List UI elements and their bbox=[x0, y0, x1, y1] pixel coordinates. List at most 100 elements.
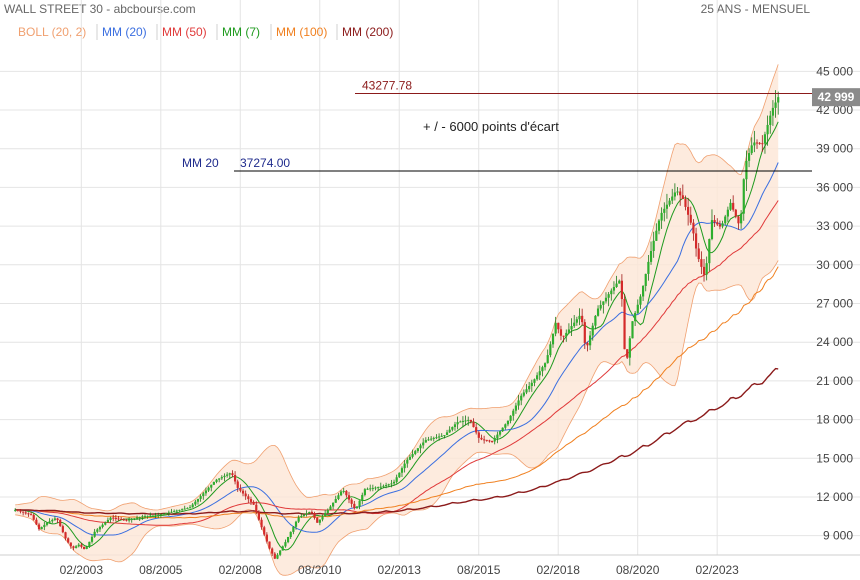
candle-body bbox=[98, 527, 102, 530]
candle-body bbox=[581, 315, 584, 323]
legend-item[interactable]: BOLL (20, 2) bbox=[18, 25, 86, 39]
x-tick-label: 02/2003 bbox=[60, 563, 104, 577]
candle-body bbox=[255, 504, 258, 513]
candle-body bbox=[212, 481, 215, 485]
candle-body bbox=[631, 321, 634, 339]
y-tick-label: 27 000 bbox=[816, 297, 853, 311]
candle-body bbox=[461, 420, 465, 422]
candle-body bbox=[755, 142, 759, 144]
candle-body bbox=[620, 280, 623, 300]
candle-body bbox=[14, 509, 17, 511]
candle-body bbox=[271, 548, 274, 554]
candle-body bbox=[557, 322, 560, 330]
candle-body bbox=[178, 509, 181, 511]
y-tick-label: 12 000 bbox=[816, 490, 853, 504]
candle-body bbox=[276, 554, 279, 559]
candle-body bbox=[453, 424, 457, 427]
legend-item[interactable]: MM (200) bbox=[342, 25, 393, 39]
candle-body bbox=[157, 515, 160, 517]
y-axis: 45 000 42 000 39 000 36 000 33 000 30 000 27 0… bbox=[812, 64, 860, 543]
candle-body bbox=[109, 517, 112, 520]
y-tick-label: 21 000 bbox=[816, 374, 853, 388]
candle-body bbox=[559, 329, 563, 336]
candle-body bbox=[308, 511, 311, 514]
mm20-level-prefix: MM 20 bbox=[182, 156, 219, 170]
candle-body bbox=[424, 440, 427, 443]
candle-body bbox=[573, 322, 576, 327]
candle-body bbox=[358, 500, 361, 507]
y-tick-label: 24 000 bbox=[816, 335, 853, 349]
candle-body bbox=[551, 333, 555, 345]
candle-body bbox=[763, 134, 767, 144]
candle-body bbox=[451, 426, 454, 430]
candle-body bbox=[467, 419, 470, 421]
candle-body bbox=[149, 515, 152, 517]
candle-body bbox=[679, 191, 682, 196]
candle-body bbox=[427, 439, 430, 441]
candle-body bbox=[612, 287, 616, 291]
candle-body bbox=[737, 216, 740, 224]
legend-item[interactable]: MM (50) bbox=[162, 25, 207, 39]
candle-body bbox=[226, 474, 229, 476]
candle-body bbox=[729, 202, 732, 210]
candle-body bbox=[167, 512, 170, 514]
candle-body bbox=[522, 392, 525, 396]
candle-body bbox=[512, 410, 515, 416]
candle-body bbox=[694, 233, 698, 249]
candle-body bbox=[122, 519, 125, 521]
candle-body bbox=[692, 222, 695, 234]
candle-body bbox=[687, 206, 690, 215]
candle-body bbox=[517, 400, 520, 406]
candle-body bbox=[268, 541, 271, 549]
candle-body bbox=[506, 420, 510, 425]
candle-body bbox=[284, 542, 287, 547]
candle-body bbox=[300, 515, 303, 518]
candle-body bbox=[286, 536, 290, 543]
candle-body bbox=[493, 438, 496, 442]
candle-body bbox=[48, 521, 51, 523]
candle-body bbox=[501, 427, 504, 432]
candle-body bbox=[445, 432, 449, 436]
candle-body bbox=[750, 145, 753, 154]
bollinger-fill bbox=[15, 64, 779, 576]
legend-item[interactable]: MM (20) bbox=[102, 25, 147, 39]
candle-body bbox=[75, 546, 78, 548]
candle-body bbox=[151, 515, 155, 517]
candle-body bbox=[350, 499, 353, 504]
candle-body bbox=[414, 451, 417, 454]
candle-body bbox=[40, 527, 43, 530]
candle-body bbox=[133, 518, 136, 520]
candle-body bbox=[183, 508, 186, 510]
candle-body bbox=[263, 527, 266, 535]
candle-body bbox=[326, 509, 329, 514]
resistance-label: 43277.78 bbox=[362, 79, 412, 93]
y-tick-label: 15 000 bbox=[816, 451, 853, 465]
mm20-level-label: 37274.00 bbox=[240, 156, 290, 170]
candle-body bbox=[138, 516, 141, 518]
candle-body bbox=[546, 355, 549, 364]
candle-body bbox=[485, 439, 488, 441]
candle-body bbox=[588, 335, 592, 346]
legend-item[interactable]: MM (7) bbox=[222, 25, 260, 39]
candle-body bbox=[628, 338, 631, 358]
y-tick-label: 42 000 bbox=[816, 103, 853, 117]
candle-body bbox=[771, 107, 775, 116]
candle-body bbox=[403, 463, 406, 469]
candle-body bbox=[204, 490, 208, 494]
candle-body bbox=[191, 504, 194, 508]
candle-body bbox=[647, 261, 650, 274]
legend-item[interactable]: MM (100) bbox=[276, 25, 327, 39]
candle-body bbox=[53, 518, 57, 520]
period-label[interactable]: 25 ANS - MENSUEL bbox=[700, 2, 810, 16]
y-tick-label: 18 000 bbox=[816, 413, 853, 427]
candle-body bbox=[45, 522, 49, 525]
candle-body bbox=[363, 489, 367, 495]
candle-body bbox=[716, 222, 719, 225]
candle-body bbox=[175, 510, 178, 512]
candle-body bbox=[329, 506, 332, 510]
candle-body bbox=[82, 546, 86, 549]
candle-body bbox=[180, 509, 184, 511]
candle-body bbox=[196, 498, 200, 502]
candle-body bbox=[215, 479, 218, 482]
